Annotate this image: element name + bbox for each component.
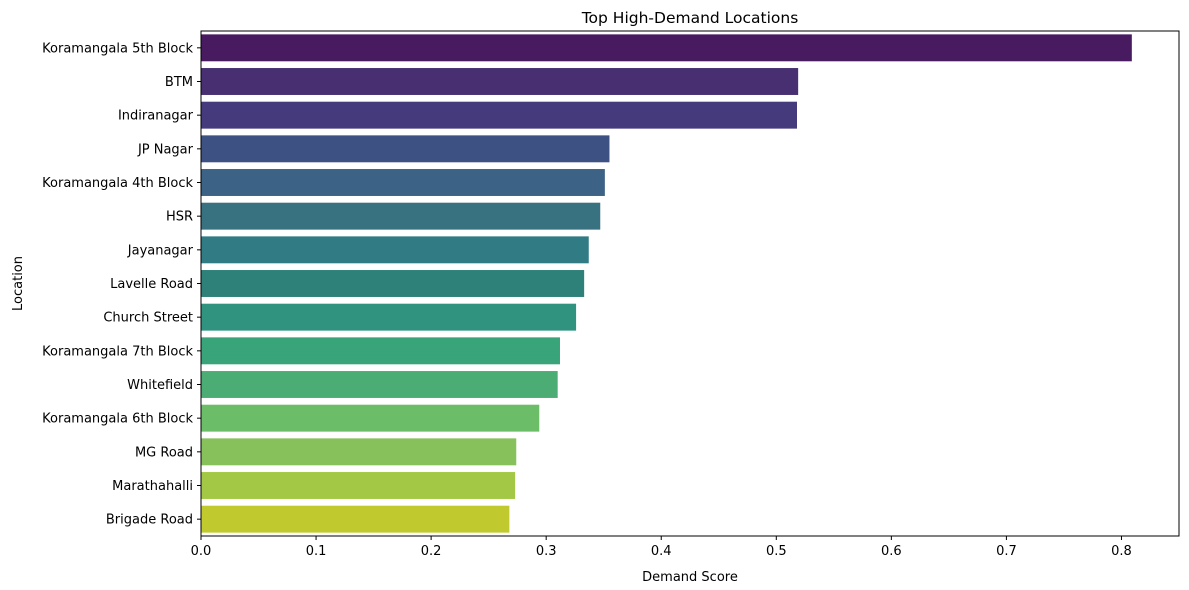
x-tick-label: 0.1 [306, 544, 327, 559]
y-tick-label: Marathahalli [112, 479, 193, 494]
y-axis-title: Location [11, 256, 26, 311]
y-tick-label: Koramangala 4th Block [42, 176, 193, 191]
y-tick-label: MG Road [135, 445, 193, 460]
x-tick-label: 0.2 [421, 544, 442, 559]
y-tick-label: Koramangala 5th Block [42, 41, 193, 56]
x-tick-label: 0.3 [536, 544, 557, 559]
y-tick-label: Koramangala 6th Block [42, 412, 193, 427]
x-axis-title: Demand Score [642, 570, 738, 585]
bar [201, 438, 517, 466]
x-tick-label: 0.4 [651, 544, 672, 559]
y-tick-label: HSR [166, 210, 193, 225]
y-tick-label: Jayanagar [127, 243, 194, 258]
bar [201, 236, 589, 264]
bar [201, 404, 540, 432]
x-axis-ticks: 0.0 0.1 0.2 0.3 0.4 0.5 0.6 0.7 0.8 [191, 536, 1132, 559]
bar [201, 169, 605, 196]
y-tick-label: Whitefield [127, 378, 193, 393]
bars-group [201, 34, 1132, 533]
y-tick-label: Koramangala 7th Block [42, 344, 193, 359]
y-tick-label: Indiranagar [118, 109, 194, 124]
y-tick-label: Brigade Road [106, 513, 193, 528]
x-tick-label: 0.8 [1111, 544, 1132, 559]
bar [201, 202, 601, 230]
x-tick-label: 0.5 [766, 544, 787, 559]
y-tick-label: JP Nagar [137, 142, 194, 157]
bar [201, 303, 577, 331]
y-axis-ticks: Koramangala 5th Block BTM Indiranagar JP Na… [42, 41, 201, 528]
bar [201, 371, 558, 398]
bar [201, 68, 799, 95]
chart-title: Top High-Demand Locations [581, 9, 799, 27]
x-tick-label: 0.0 [191, 544, 212, 559]
y-tick-label: Church Street [103, 311, 193, 326]
x-tick-label: 0.7 [996, 544, 1017, 559]
bar [201, 270, 585, 297]
bar [201, 135, 610, 163]
bar [201, 337, 560, 365]
y-tick-label: BTM [165, 75, 193, 90]
bar [201, 101, 798, 129]
x-tick-label: 0.6 [881, 544, 902, 559]
bar [201, 472, 516, 499]
bar [201, 505, 510, 533]
bar [201, 34, 1132, 62]
y-tick-label: Lavelle Road [110, 277, 193, 292]
plot-frame [200, 30, 1180, 537]
